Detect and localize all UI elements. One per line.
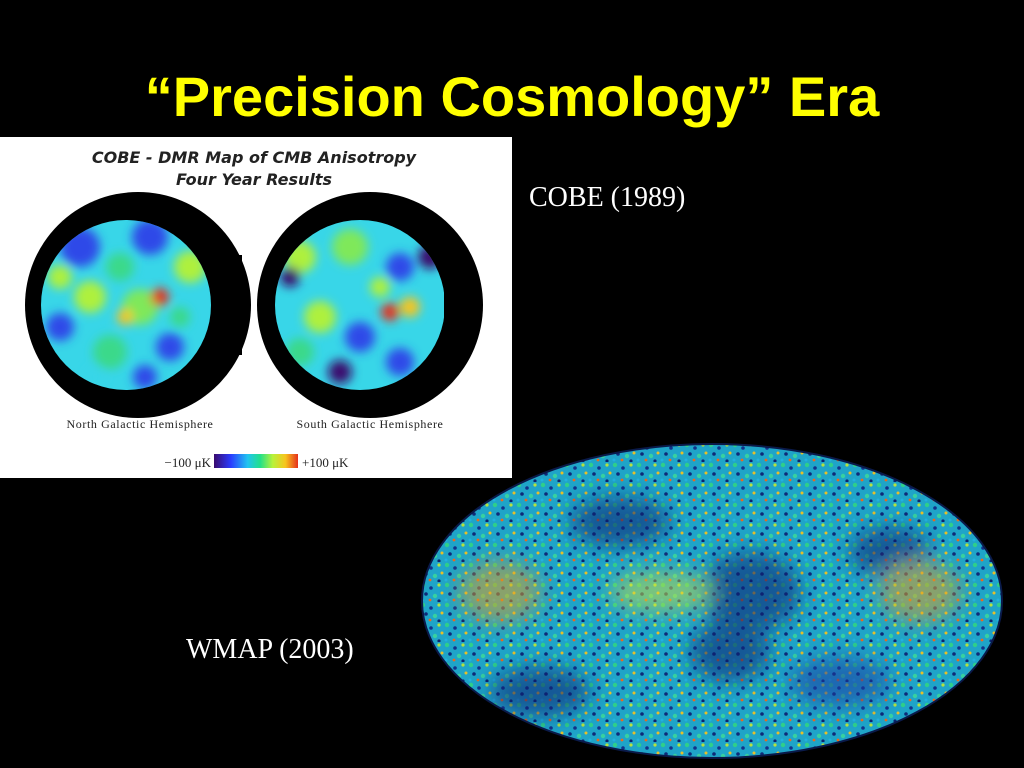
south-hemisphere-map xyxy=(257,192,483,418)
cobe-caption: COBE (1989) xyxy=(529,182,686,213)
cobe-figure-title-line1: COBE - DMR Map of CMB Anisotropy xyxy=(92,148,417,167)
slide-title: “Precision Cosmology” Era xyxy=(144,65,880,128)
cobe-dmr-figure: COBE - DMR Map of CMB Anisotropy Four Ye… xyxy=(0,137,512,478)
scale-max-label: +100 μK xyxy=(302,455,349,470)
cobe-dmr-graphic: COBE - DMR Map of CMB Anisotropy Four Ye… xyxy=(25,148,483,470)
north-hemisphere-map xyxy=(25,192,251,418)
wmap-sky-map xyxy=(420,442,1004,760)
scale-min-label: −100 μK xyxy=(165,455,212,470)
wmap-sky-graphic xyxy=(421,443,1003,759)
wmap-caption: WMAP (2003) xyxy=(186,634,354,665)
south-hemisphere-label: South Galactic Hemisphere xyxy=(297,417,444,431)
cobe-figure-title-line2: Four Year Results xyxy=(176,170,332,189)
color-scale-bar xyxy=(214,454,298,468)
north-hemisphere-label: North Galactic Hemisphere xyxy=(67,417,214,431)
